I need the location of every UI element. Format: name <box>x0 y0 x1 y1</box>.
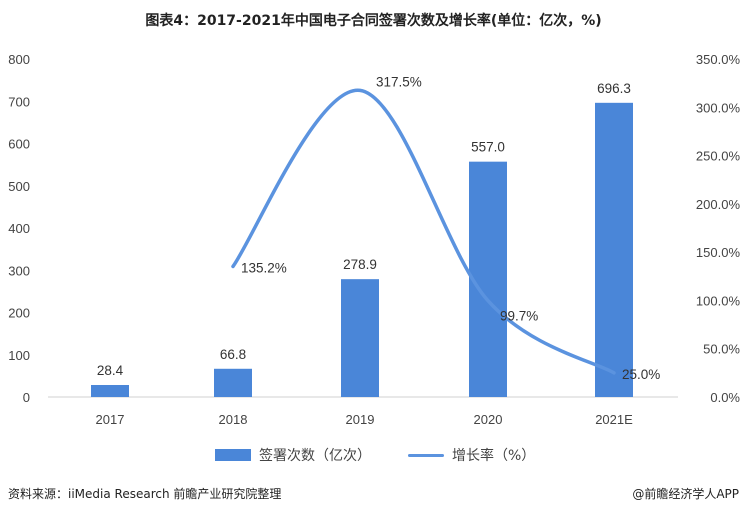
bar-data-label: 696.3 <box>597 81 631 96</box>
legend-swatch-line <box>408 453 444 457</box>
x-axis-tick: 2019 <box>346 412 375 427</box>
legend-label: 签署次数（亿次） <box>259 448 371 464</box>
legend-label: 增长率（%） <box>452 448 536 464</box>
left-axis-tick: 300 <box>8 263 30 278</box>
right-axis-tick: 350.0% <box>696 52 741 67</box>
right-axis-tick: 200.0% <box>696 197 741 212</box>
left-axis-tick: 400 <box>8 221 30 236</box>
line-data-label: 25.0% <box>622 367 660 382</box>
line-data-label: 99.7% <box>500 309 538 324</box>
bar-data-label: 28.4 <box>97 363 124 378</box>
x-axis-tick: 2021E <box>595 412 633 427</box>
growth-rate-line <box>231 88 616 375</box>
legend-item-line: 增长率（%） <box>408 445 535 465</box>
right-axis-tick: 250.0% <box>696 149 741 164</box>
x-axis-tick: 2020 <box>474 412 503 427</box>
line-data-label: 135.2% <box>241 260 287 275</box>
bar <box>214 368 252 397</box>
right-axis-tick: 0.0% <box>710 390 740 405</box>
chart-plot: 0 100 200 300 400 500 600 700 800 0.0% 50.0% 100.0%… <box>8 52 741 427</box>
right-axis-tick: 100.0% <box>696 293 741 308</box>
bar <box>595 102 633 398</box>
left-axis-tick: 0 <box>23 390 30 405</box>
left-axis-tick: 700 <box>8 94 30 109</box>
bar-data-label: 557.0 <box>471 140 505 155</box>
bar <box>91 385 129 397</box>
bar <box>469 161 507 397</box>
source-note: 资料来源：iiMedia Research 前瞻产业研究院整理 <box>8 487 282 501</box>
brand-credit: @前瞻经济学人APP <box>632 487 739 501</box>
left-axis-tick: 600 <box>8 137 30 152</box>
legend-item-bars: 签署次数（亿次） <box>215 445 371 465</box>
left-axis-tick: 800 <box>8 52 30 67</box>
bar <box>341 279 379 397</box>
bar-data-label: 66.8 <box>220 347 246 362</box>
left-axis-tick: 500 <box>8 179 30 194</box>
line-data-label: 317.5% <box>376 74 422 89</box>
left-axis-tick: 200 <box>8 306 30 321</box>
left-axis-tick: 100 <box>8 348 30 363</box>
legend-swatch-bar <box>215 449 251 461</box>
x-axis-tick: 2018 <box>219 412 248 427</box>
bar-data-label: 278.9 <box>343 257 377 272</box>
right-axis-tick: 150.0% <box>696 245 741 260</box>
right-axis-tick: 300.0% <box>696 100 741 115</box>
right-axis-tick: 50.0% <box>703 342 740 357</box>
x-axis-tick: 2017 <box>96 412 125 427</box>
chart-title: 图表4：2017-2021年中国电子合同签署次数及增长率(单位：亿次，%) <box>145 13 602 29</box>
